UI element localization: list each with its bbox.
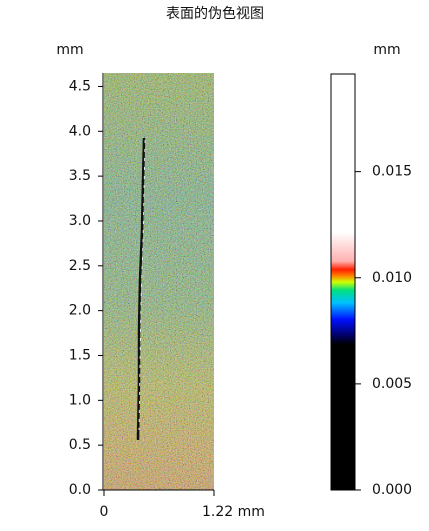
colorbar-label: mm — [373, 42, 400, 58]
chart-title: 表面的伪色视图 — [166, 5, 264, 22]
colorbar — [330, 73, 356, 491]
y-tick-label: 0.5 — [69, 437, 91, 453]
colorbar-tick-label: 0.010 — [372, 270, 412, 286]
y-tick-label: 3.0 — [69, 213, 91, 229]
y-tick-label: 1.0 — [69, 392, 91, 408]
y-tick-label: 4.0 — [69, 123, 91, 139]
x-tick-label: 1.22 mm — [202, 504, 265, 520]
y-unit: mm — [56, 42, 83, 58]
y-tick-label: 3.5 — [69, 168, 91, 184]
y-tick-label: 0.0 — [69, 482, 91, 498]
colorbar-tick-label: 0.000 — [372, 482, 412, 498]
y-tick-label: 4.5 — [69, 78, 91, 94]
crack — [136, 137, 146, 441]
surface-image — [104, 73, 214, 490]
y-tick-label: 2.0 — [69, 303, 91, 319]
surface-noise — [104, 73, 214, 490]
colorbar-tick-label: 0.005 — [372, 376, 412, 392]
y-tick-label: 1.5 — [69, 347, 91, 363]
y-tick-label: 2.5 — [69, 258, 91, 274]
colorbar-tick-label: 0.015 — [372, 164, 412, 180]
x-tick-label: 0 — [100, 504, 109, 520]
